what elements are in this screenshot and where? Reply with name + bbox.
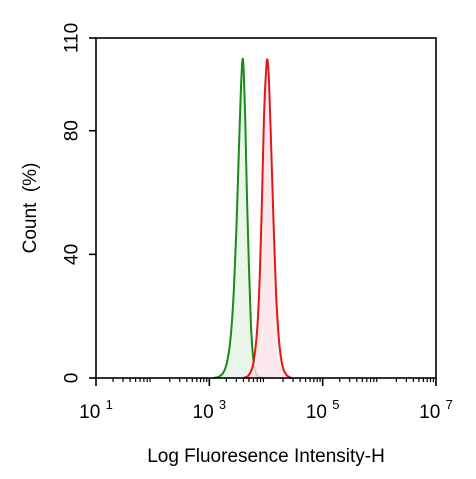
y-axis: 0 40 80 110 — [62, 23, 96, 384]
y-tick-label: 40 — [62, 244, 83, 265]
x-axis: 10 1 10 3 10 5 10 7 — [79, 378, 453, 423]
series-1-area — [213, 58, 264, 379]
series-2-line — [242, 58, 293, 379]
x-tick-label: 10 5 — [306, 397, 340, 423]
series-layer — [212, 57, 293, 379]
series-2-area — [243, 59, 292, 378]
plot-frame — [95, 37, 437, 379]
y-tick-label: 80 — [62, 120, 83, 141]
x-axis-title: Log Fluoresence Intensity-H — [147, 446, 385, 467]
series-1-line — [212, 57, 265, 379]
x-tick-label: 10 7 — [419, 397, 453, 423]
y-tick-label: 110 — [62, 23, 83, 53]
x-tick-label: 10 3 — [193, 397, 227, 423]
y-tick-label: 0 — [62, 373, 83, 384]
y-axis-title: Count (%) — [20, 163, 41, 254]
x-tick-label: 10 1 — [79, 397, 113, 423]
